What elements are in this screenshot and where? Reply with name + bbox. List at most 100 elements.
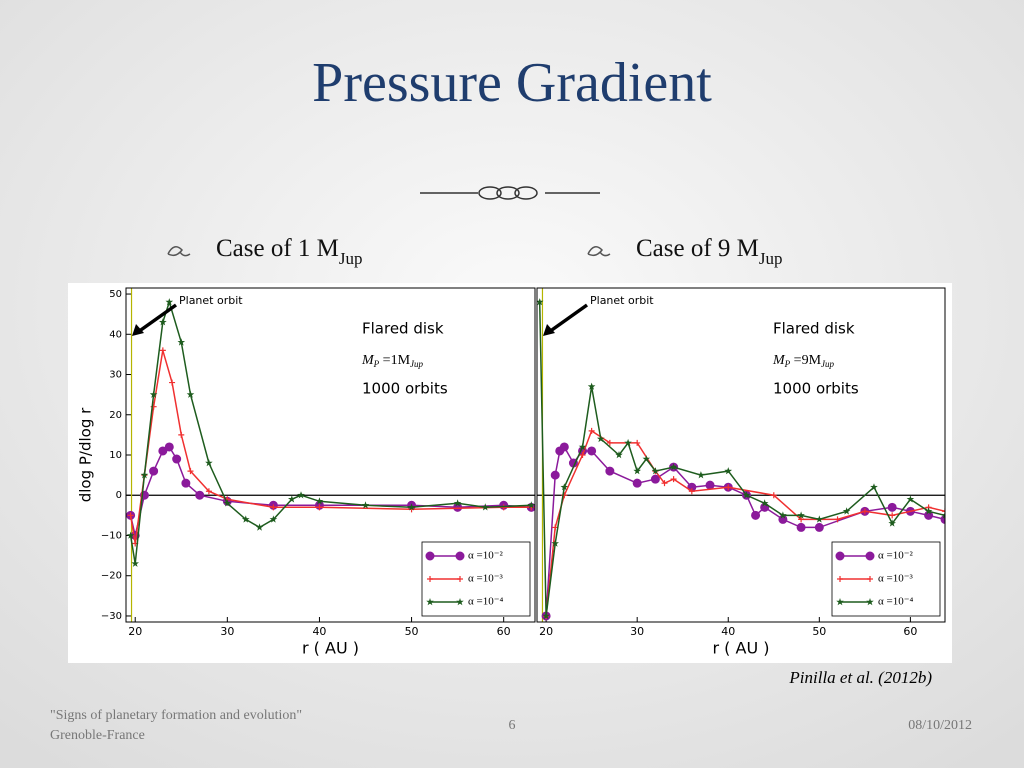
charts: 50 40 30 20 10 0 −10 −20 −30 20 30 40 50 60 dlog P/dlo… <box>77 287 946 658</box>
marker <box>481 503 490 511</box>
y-tick-label: 10 <box>109 450 122 461</box>
marker <box>560 483 569 491</box>
marker <box>815 515 824 523</box>
marker <box>453 499 462 507</box>
marker <box>888 519 896 527</box>
marker <box>255 523 264 531</box>
marker <box>126 531 135 539</box>
y-tick-label: 50 <box>109 289 122 300</box>
marker <box>407 503 416 511</box>
marker <box>164 442 174 452</box>
bullet-text: Case of 9 M <box>636 235 759 262</box>
marker <box>578 443 587 451</box>
marker <box>159 318 167 326</box>
marker <box>797 511 805 519</box>
annotation: 1000 orbits <box>362 380 448 398</box>
marker <box>642 455 651 463</box>
x-tick-label: 30 <box>630 625 644 638</box>
marker <box>605 466 615 476</box>
marker <box>316 504 323 511</box>
x-tick-label: 60 <box>903 625 917 638</box>
marker <box>186 390 195 398</box>
marker <box>742 491 751 499</box>
marker <box>633 467 641 475</box>
marker <box>131 559 139 567</box>
marker <box>669 463 678 471</box>
marker <box>688 488 695 495</box>
y-axis-label: dlog P/dlog r <box>77 407 95 502</box>
marker <box>149 390 158 398</box>
bullet-sub: Jup <box>339 249 363 268</box>
marker <box>550 470 560 480</box>
marker <box>537 298 544 306</box>
marker <box>779 511 787 519</box>
marker <box>195 490 205 500</box>
marker <box>837 576 843 582</box>
marker <box>425 551 435 561</box>
marker <box>866 598 874 606</box>
marker <box>427 576 433 582</box>
marker <box>205 459 213 467</box>
bullet: Case of 1 MJup <box>216 235 363 268</box>
legend-label: α =10⁻² <box>468 550 504 562</box>
x-tick-label: 20 <box>128 625 142 638</box>
x-tick-label: 30 <box>220 625 234 638</box>
bullet-icon <box>587 246 611 257</box>
marker <box>542 612 550 620</box>
annotation-arrow <box>136 303 178 334</box>
marker <box>770 492 777 499</box>
chart: 50 40 30 20 10 0 −10 −20 −30 20 30 40 50 60 dlog P/dlo… <box>77 287 536 658</box>
bullet-text: Case of 1 M <box>216 235 339 262</box>
marker <box>651 467 660 475</box>
marker <box>865 551 875 561</box>
marker <box>596 434 605 443</box>
marker <box>796 522 806 532</box>
y-tick-label: −20 <box>101 571 122 582</box>
marker <box>165 298 174 306</box>
marker <box>158 446 168 456</box>
ornament <box>420 186 600 200</box>
x-axis-label: r ( AU ) <box>302 639 359 658</box>
marker <box>624 438 632 447</box>
annotation-part: M <box>361 353 375 368</box>
annotation-arrow <box>547 303 589 334</box>
marker <box>551 539 559 547</box>
marker <box>697 471 705 479</box>
citation: Pinilla et al. (2012b) <box>788 668 932 687</box>
annotation-part: =1M <box>379 353 410 368</box>
y-tick-label: −10 <box>101 530 122 541</box>
marker <box>169 379 176 386</box>
plot-frame <box>125 287 536 623</box>
marker <box>205 488 212 495</box>
marker <box>270 504 277 511</box>
annotation: Planet orbit <box>590 294 654 307</box>
series-line <box>538 302 945 617</box>
marker <box>842 507 851 515</box>
annotation-part: P <box>373 359 380 369</box>
annotation-part: P <box>784 359 791 369</box>
marker <box>798 516 805 523</box>
y-tick-label: 40 <box>109 329 122 340</box>
legend-label: α =10⁻⁴ <box>468 596 504 608</box>
marker <box>149 466 159 476</box>
marker <box>159 347 166 354</box>
marker <box>178 431 185 438</box>
marker <box>187 468 194 475</box>
marker <box>579 452 586 458</box>
arrow-head <box>132 324 144 336</box>
legend-label: α =10⁻³ <box>468 573 504 585</box>
marker <box>760 499 769 507</box>
x-tick-label: 50 <box>812 625 826 638</box>
marker <box>632 478 642 488</box>
marker <box>559 442 569 452</box>
bullet-sub: Jup <box>759 249 783 268</box>
x-axis-label: r ( AU ) <box>713 639 770 658</box>
series-line <box>129 445 532 536</box>
marker <box>670 476 677 483</box>
marker <box>181 478 191 488</box>
plot <box>126 288 535 622</box>
y-tick-label: 20 <box>109 410 122 421</box>
annotation-part: Jup <box>821 359 834 369</box>
x-tick-label: 20 <box>539 625 553 638</box>
marker <box>751 510 761 520</box>
